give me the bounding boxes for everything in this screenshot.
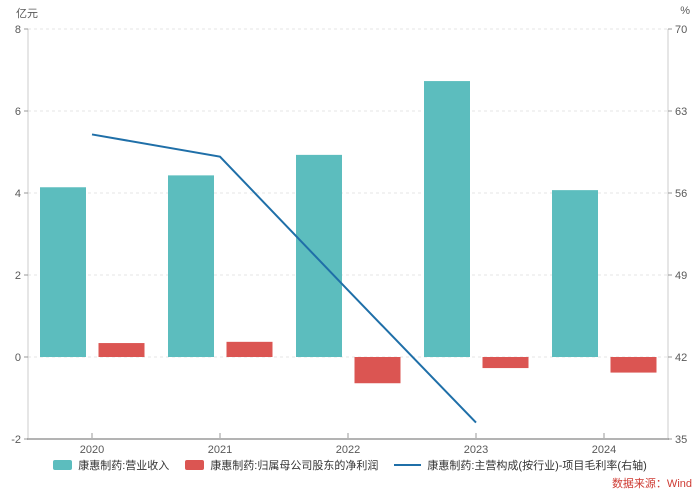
gross-margin-line — [91, 133, 477, 424]
left-axis-tick-label: 2 — [15, 270, 21, 282]
net-profit-bar — [98, 343, 145, 357]
right-axis-tick-label: 70 — [675, 24, 687, 36]
left-axis-tick-label: 6 — [15, 106, 21, 118]
left-axis-tick-label: -2 — [11, 434, 21, 446]
revenue-bar — [424, 81, 470, 357]
legend-label-net-profit: 康惠制药:归属母公司股东的净利润 — [210, 460, 379, 472]
legend-label-revenue: 康惠制药:营业收入 — [78, 460, 170, 472]
left-axis-tick-label: 4 — [15, 188, 21, 200]
x-axis-category-label: 2022 — [336, 444, 360, 456]
gross-margin-line-swatch — [394, 464, 422, 466]
revenue-series-swatch — [53, 460, 73, 470]
legend-item-gross-margin[interactable]: 康惠制药:主营构成(按行业)-项目毛利率(右轴) — [394, 457, 647, 473]
right-axis-tick-label: 63 — [675, 106, 687, 118]
left-axis-tick-label: 0 — [15, 352, 21, 364]
data-source-label: 数据来源：Wind — [611, 478, 692, 490]
right-axis-tick-label: 56 — [675, 188, 687, 200]
net-profit-bar — [482, 357, 529, 369]
legend-item-net-profit[interactable]: 康惠制药:归属母公司股东的净利润 — [185, 457, 378, 473]
left-axis-unit-label: 亿元 — [16, 8, 38, 20]
revenue-bar — [168, 175, 214, 357]
net-profit-bar — [226, 341, 273, 357]
x-axis-category-label: 2023 — [464, 444, 488, 456]
revenue-bar — [552, 190, 598, 357]
legend-item-revenue[interactable]: 康惠制药:营业收入 — [53, 457, 169, 473]
net-profit-bar — [610, 357, 657, 373]
right-axis-tick-label: 42 — [675, 352, 687, 364]
legend-label-gross-margin: 康惠制药:主营构成(按行业)-项目毛利率(右轴) — [427, 460, 647, 472]
net-profit-bar — [354, 357, 401, 384]
net-profit-series-swatch — [185, 460, 205, 470]
x-axis-category-label: 2020 — [80, 444, 104, 456]
x-axis-category-label: 2021 — [208, 444, 232, 456]
right-axis-tick-label: 35 — [675, 434, 687, 446]
left-axis-tick-label: 8 — [15, 24, 21, 36]
right-axis-tick-label: 49 — [675, 270, 687, 282]
x-axis-category-label: 2024 — [592, 444, 616, 456]
revenue-bar — [296, 154, 342, 357]
revenue-bar — [40, 187, 86, 357]
legend: 康惠制药:营业收入 康惠制药:归属母公司股东的净利润 康惠制药:主营构成(按行业… — [0, 456, 700, 474]
right-axis-unit-label: % — [680, 5, 690, 17]
